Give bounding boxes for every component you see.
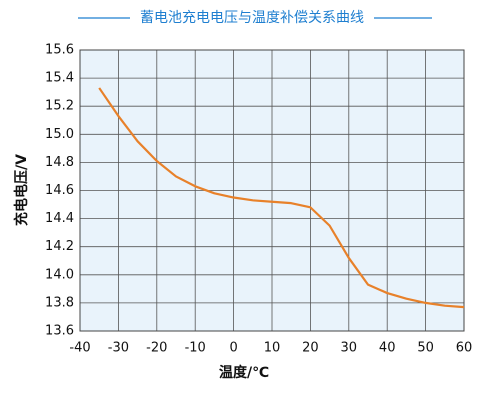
x-tick-label: 50 xyxy=(417,341,434,356)
x-tick-label: 0 xyxy=(229,341,237,356)
x-tick-label: -30 xyxy=(108,341,129,356)
line-series xyxy=(98,87,465,309)
x-tick-label: 20 xyxy=(302,341,319,356)
y-tick-label: 14.4 xyxy=(45,211,74,226)
x-tick-label: -20 xyxy=(146,341,167,356)
x-tick-label: -10 xyxy=(185,341,206,356)
plot-border xyxy=(79,49,465,332)
x-tick-label: 40 xyxy=(379,341,396,356)
x-tick-label: -40 xyxy=(69,341,90,356)
y-tick-label: 14.2 xyxy=(45,239,74,254)
x-axis-title: 温度/℃ xyxy=(219,364,269,381)
chart-title: 蓄电池充电电压与温度补偿关系曲线 xyxy=(140,10,364,26)
y-tick-label: 14.6 xyxy=(45,183,74,198)
y-tick-label: 15.6 xyxy=(45,43,74,58)
y-tick-label: 15.0 xyxy=(45,127,74,142)
x-tick-label: 30 xyxy=(341,341,358,356)
y-tick-label: 15.4 xyxy=(45,71,74,86)
y-tick-label: 13.8 xyxy=(45,295,74,310)
y-tick-label: 15.2 xyxy=(45,99,74,114)
y-tick-label: 13.6 xyxy=(45,324,74,339)
x-tick-label: 10 xyxy=(264,341,281,356)
y-tick-label: 14.0 xyxy=(45,267,74,282)
x-tick-label: 60 xyxy=(456,341,473,356)
y-axis-title: 充电电压/V xyxy=(13,154,30,226)
y-tick-label: 14.8 xyxy=(45,155,74,170)
